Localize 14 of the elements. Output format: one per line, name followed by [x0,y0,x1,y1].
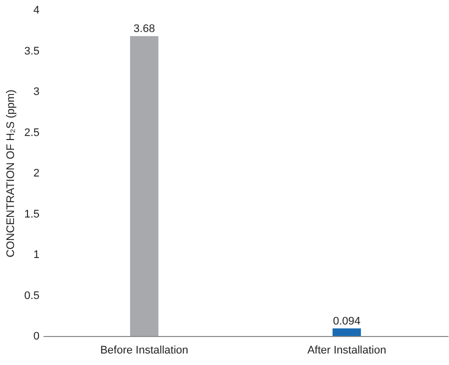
y-tick-label: 4 [33,4,40,16]
data-label: 0.094 [332,315,361,328]
y-axis-title: CONCENTRATION OF H₂S (ppm) [5,90,18,258]
y-tick-label: 0.5 [24,290,40,302]
y-tick-label: 2.5 [24,126,40,139]
y-tick-label: 2 [33,168,40,180]
y-tick-label: 1.5 [24,208,40,220]
data-label: 3.68 [134,23,155,36]
y-tick-label: 3.5 [24,45,40,58]
y-tick-label: 3 [33,86,40,98]
x-tick-label: Before Installation [100,344,188,356]
y-tick-label: 1 [33,249,40,261]
x-tick-label: After Installation [307,344,386,356]
y-tick-label: 0 [33,330,40,342]
